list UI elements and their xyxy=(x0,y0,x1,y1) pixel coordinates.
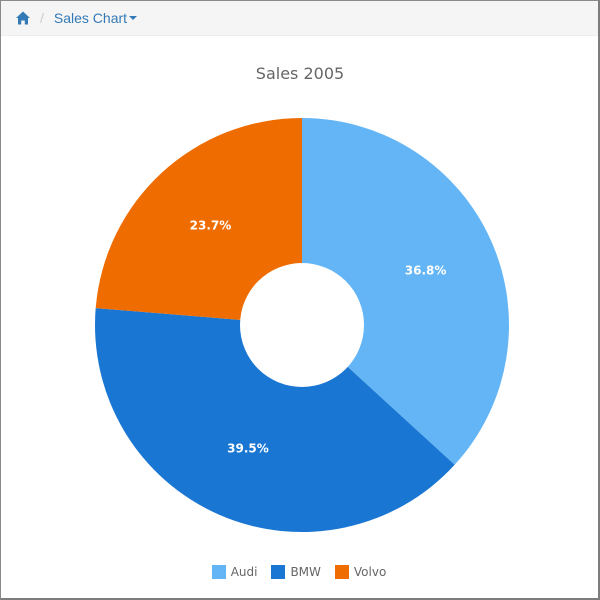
slice-label-audi: 36.8% xyxy=(405,264,447,278)
breadcrumb: / Sales Chart xyxy=(1,1,598,36)
legend-item-bmw[interactable]: BMW xyxy=(271,565,321,579)
chart-title: Sales 2005 xyxy=(255,64,345,83)
legend-label-audi: Audi xyxy=(230,565,258,579)
legend-label-bmw: BMW xyxy=(290,565,321,579)
breadcrumb-separator: / xyxy=(40,10,44,26)
chart-legend: Audi BMW Volvo xyxy=(0,565,600,579)
donut-hole xyxy=(240,263,364,387)
breadcrumb-current: Sales Chart xyxy=(53,10,128,26)
slice-volvo[interactable] xyxy=(95,118,302,325)
legend-item-volvo[interactable]: Volvo xyxy=(334,565,387,579)
slice-label-bmw: 39.5% xyxy=(227,442,269,456)
legend-swatch-volvo xyxy=(334,565,349,579)
home-icon[interactable] xyxy=(15,10,31,26)
sales-chart-dropdown[interactable]: Sales Chart xyxy=(53,10,138,26)
slice-bmw[interactable] xyxy=(94,308,455,532)
legend-swatch-bmw xyxy=(271,565,286,579)
caret-down-icon xyxy=(129,16,138,20)
slice-label-volvo: 23.7% xyxy=(190,219,232,233)
legend-swatch-audi xyxy=(211,565,226,579)
slice-audi[interactable] xyxy=(302,118,509,465)
legend-item-audi[interactable]: Audi xyxy=(211,565,258,579)
legend-label-volvo: Volvo xyxy=(353,565,387,579)
